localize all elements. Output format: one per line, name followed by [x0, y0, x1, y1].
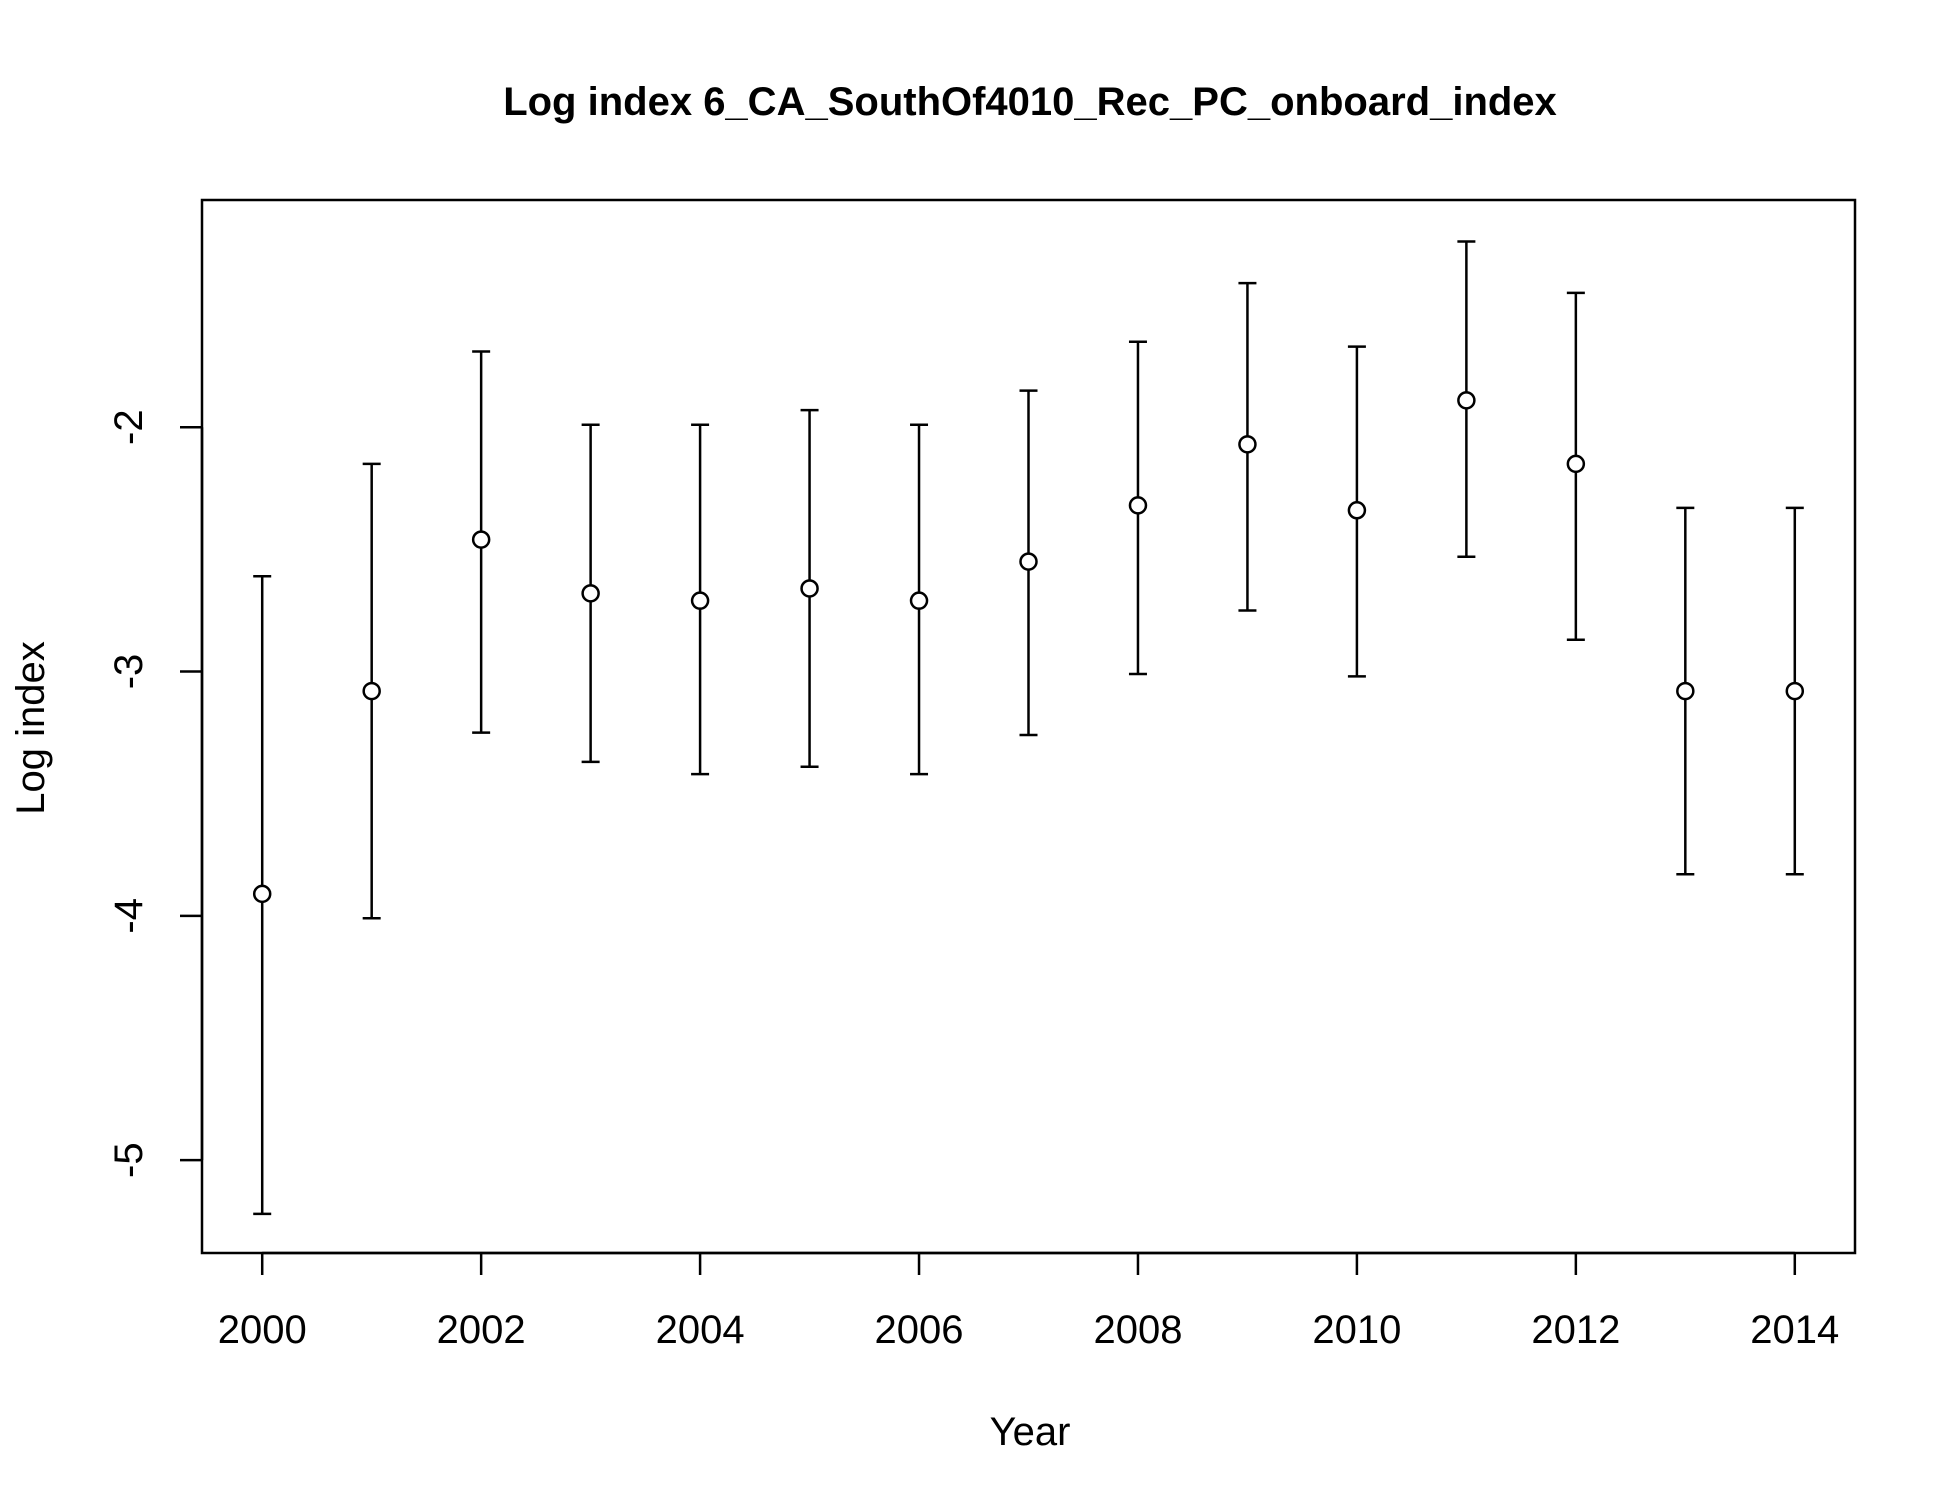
data-point — [1676, 681, 1695, 701]
x-tick-label: 2014 — [1750, 1308, 1839, 1352]
data-point — [471, 530, 491, 549]
data-point — [362, 681, 381, 701]
data-point — [581, 584, 600, 603]
plot-area — [252, 240, 1805, 1216]
data-point — [909, 591, 929, 610]
y-tick-label: -3 — [107, 654, 151, 690]
y-tick-label: -4 — [107, 898, 151, 934]
x-tick-label: 2008 — [1093, 1308, 1182, 1352]
data-point — [1128, 496, 1148, 515]
y-tick-label: -2 — [107, 409, 151, 445]
x-axis-label: Year — [990, 1410, 1071, 1454]
x-tick-label: 2002 — [437, 1308, 526, 1352]
x-tick-label: 2012 — [1531, 1308, 1620, 1352]
data-point — [800, 579, 819, 598]
data-point — [1566, 454, 1586, 474]
x-axis: 2000 2002 2004 2006 2008 2010 2012 2014 — [218, 1251, 1839, 1352]
data-point — [690, 591, 710, 610]
x-tick-label: 2006 — [875, 1308, 964, 1352]
x-tick-label: 2004 — [656, 1308, 745, 1352]
chart-title: Log index 6_CA_SouthOf4010_Rec_PC_onboar… — [503, 80, 1557, 124]
data-point — [1019, 552, 1038, 571]
data-point — [1238, 435, 1257, 454]
data-point — [1785, 681, 1805, 701]
y-axis-label: Log index — [9, 641, 53, 814]
data-point — [1347, 501, 1367, 520]
y-tick-label: -5 — [107, 1142, 151, 1178]
data-point — [252, 884, 272, 904]
x-tick-label: 2000 — [218, 1308, 307, 1352]
data-point — [1457, 391, 1476, 410]
y-axis: -5 -4 -3 -2 — [107, 409, 204, 1178]
x-tick-label: 2010 — [1312, 1308, 1401, 1352]
